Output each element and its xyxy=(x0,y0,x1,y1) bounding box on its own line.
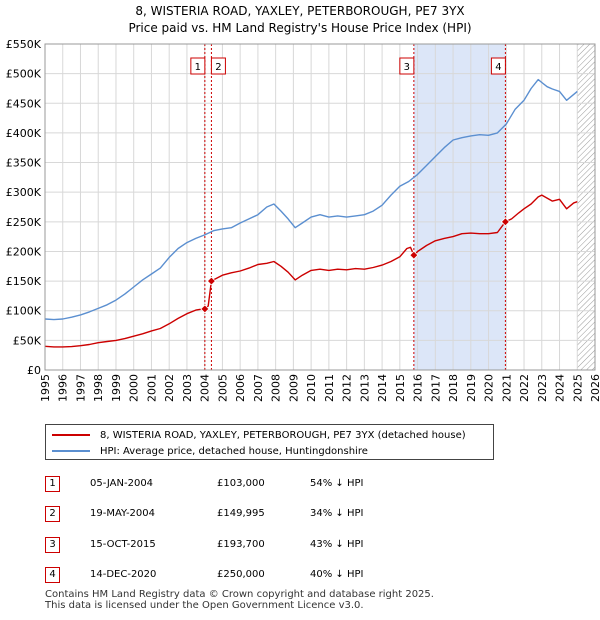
transaction-date: 05-JAN-2004 xyxy=(90,478,154,489)
table-row: 1 05-JAN-2004 £103,000 54% ↓ HPI xyxy=(45,475,445,495)
x-tick-label: 2008 xyxy=(270,374,283,402)
table-row: 2 19-MAY-2004 £149,995 34% ↓ HPI xyxy=(45,505,445,525)
x-tick-label: 2019 xyxy=(465,374,478,402)
footer-line1: Contains HM Land Registry data © Crown c… xyxy=(45,589,434,600)
sale-marker-box xyxy=(190,57,206,75)
sale-marker-box xyxy=(399,57,415,75)
y-tick-label: £550K xyxy=(6,38,42,51)
y-tick-label: £300K xyxy=(6,186,42,199)
transaction-price: £103,000 xyxy=(217,478,265,489)
x-tick-label: 1995 xyxy=(39,374,52,402)
x-tick-label: 2022 xyxy=(518,374,531,402)
x-tick-label: 2017 xyxy=(429,374,442,402)
plot-frame xyxy=(44,43,596,371)
x-tick-label: 2012 xyxy=(341,374,354,402)
price-chart: 1 2 3 4 £0 £50K £100K £150K £200K £250K £300K £350… xyxy=(6,38,600,402)
y-tick-label: £0 xyxy=(27,364,41,377)
sale-marker-label: 2 xyxy=(215,62,221,73)
sale-marker-box xyxy=(490,57,506,75)
hatched-region xyxy=(577,44,595,370)
x-tick-label: 2020 xyxy=(483,374,496,402)
hpi-line xyxy=(44,78,578,321)
transaction-number-badge: 3 xyxy=(45,537,60,553)
y-tick-label: £350K xyxy=(6,157,42,170)
transaction-number-badge: 1 xyxy=(45,476,60,492)
transaction-date: 15-OCT-2015 xyxy=(90,539,156,550)
x-tick-label: 2006 xyxy=(234,374,247,402)
x-tick-label: 2003 xyxy=(181,374,194,402)
x-tick-label: 2018 xyxy=(447,374,460,402)
x-tick-label: 2023 xyxy=(536,374,549,402)
shaded-region xyxy=(413,44,506,370)
table-row: 3 15-OCT-2015 £193,700 43% ↓ HPI xyxy=(45,536,445,556)
transaction-date: 19-MAY-2004 xyxy=(90,508,156,519)
sale-marker-box xyxy=(210,57,226,75)
x-tick-label: 2005 xyxy=(216,374,229,402)
table-row: 4 14-DEC-2020 £250,000 40% ↓ HPI xyxy=(45,566,445,586)
transaction-hpi-diff: 40% ↓ HPI xyxy=(310,569,364,580)
transaction-price: £250,000 xyxy=(217,569,265,580)
sale-marker xyxy=(200,304,210,314)
x-tick-label: 2000 xyxy=(128,374,141,402)
sale-marker-label: 1 xyxy=(195,62,201,73)
legend-label-property: 8, WISTERIA ROAD, YAXLEY, PETERBOROUGH, … xyxy=(100,429,466,441)
x-tick-label: 2011 xyxy=(323,374,336,402)
y-tick-label: £500K xyxy=(6,68,42,81)
chart-title-line1: 8, WISTERIA ROAD, YAXLEY, PETERBOROUGH, … xyxy=(135,4,465,18)
footer-attribution: Contains HM Land Registry data © Crown c… xyxy=(45,589,434,611)
x-tick-label: 2010 xyxy=(305,374,318,402)
x-tick-label: 1999 xyxy=(110,374,123,402)
sale-marker xyxy=(409,250,419,260)
x-tick-label: 2013 xyxy=(358,374,371,402)
transaction-number-badge: 4 xyxy=(45,567,60,583)
legend-item-hpi: HPI: Average price, detached house, Hunt… xyxy=(52,443,368,459)
x-tick-label: 2004 xyxy=(199,374,212,402)
y-tick-label: £150K xyxy=(6,275,42,288)
transaction-date: 14-DEC-2020 xyxy=(90,569,157,580)
chart-title-line2: Price paid vs. HM Land Registry's House … xyxy=(128,21,472,35)
x-tick-label: 2026 xyxy=(589,374,600,402)
x-tick-label: 1996 xyxy=(57,374,70,402)
transaction-price: £149,995 xyxy=(217,508,265,519)
x-tick-label: 2025 xyxy=(571,374,584,402)
transaction-hpi-diff: 34% ↓ HPI xyxy=(310,508,364,519)
transaction-price: £193,700 xyxy=(217,539,265,550)
x-tick-label: 2016 xyxy=(412,374,425,402)
sale-marker-label: 4 xyxy=(495,62,501,73)
chart-title: 8, WISTERIA ROAD, YAXLEY, PETERBOROUGH, … xyxy=(0,3,600,37)
x-tick-label: 1998 xyxy=(92,374,105,402)
legend-label-hpi: HPI: Average price, detached house, Hunt… xyxy=(100,445,368,457)
x-tick-label: 2015 xyxy=(394,374,407,402)
transaction-hpi-diff: 54% ↓ HPI xyxy=(310,478,364,489)
transaction-hpi-diff: 43% ↓ HPI xyxy=(310,539,364,550)
sale-marker xyxy=(206,276,216,286)
chart-legend: 8, WISTERIA ROAD, YAXLEY, PETERBOROUGH, … xyxy=(45,424,494,460)
x-tick-label: 2009 xyxy=(287,374,300,402)
x-tick-label: 2024 xyxy=(554,374,567,402)
footer-line2: This data is licensed under the Open Gov… xyxy=(45,600,364,611)
x-tick-label: 1997 xyxy=(74,374,87,402)
x-tick-label: 2002 xyxy=(163,374,176,402)
y-tick-label: £250K xyxy=(6,216,42,229)
x-tick-label: 2001 xyxy=(145,374,158,402)
y-tick-label: £200K xyxy=(6,245,42,258)
y-tick-label: £450K xyxy=(6,97,42,110)
y-tick-label: £50K xyxy=(13,334,42,347)
legend-swatch-hpi xyxy=(52,450,90,452)
legend-swatch-property xyxy=(52,434,90,436)
x-tick-label: 2007 xyxy=(252,374,265,402)
y-tick-label: £100K xyxy=(6,305,42,318)
transaction-number-badge: 2 xyxy=(45,506,60,522)
x-tick-label: 2021 xyxy=(500,374,513,402)
y-tick-label: £400K xyxy=(6,127,42,140)
sale-marker-label: 3 xyxy=(404,62,410,73)
sale-marker xyxy=(500,217,510,227)
x-tick-label: 2014 xyxy=(376,374,389,402)
legend-item-property: 8, WISTERIA ROAD, YAXLEY, PETERBOROUGH, … xyxy=(52,427,466,443)
